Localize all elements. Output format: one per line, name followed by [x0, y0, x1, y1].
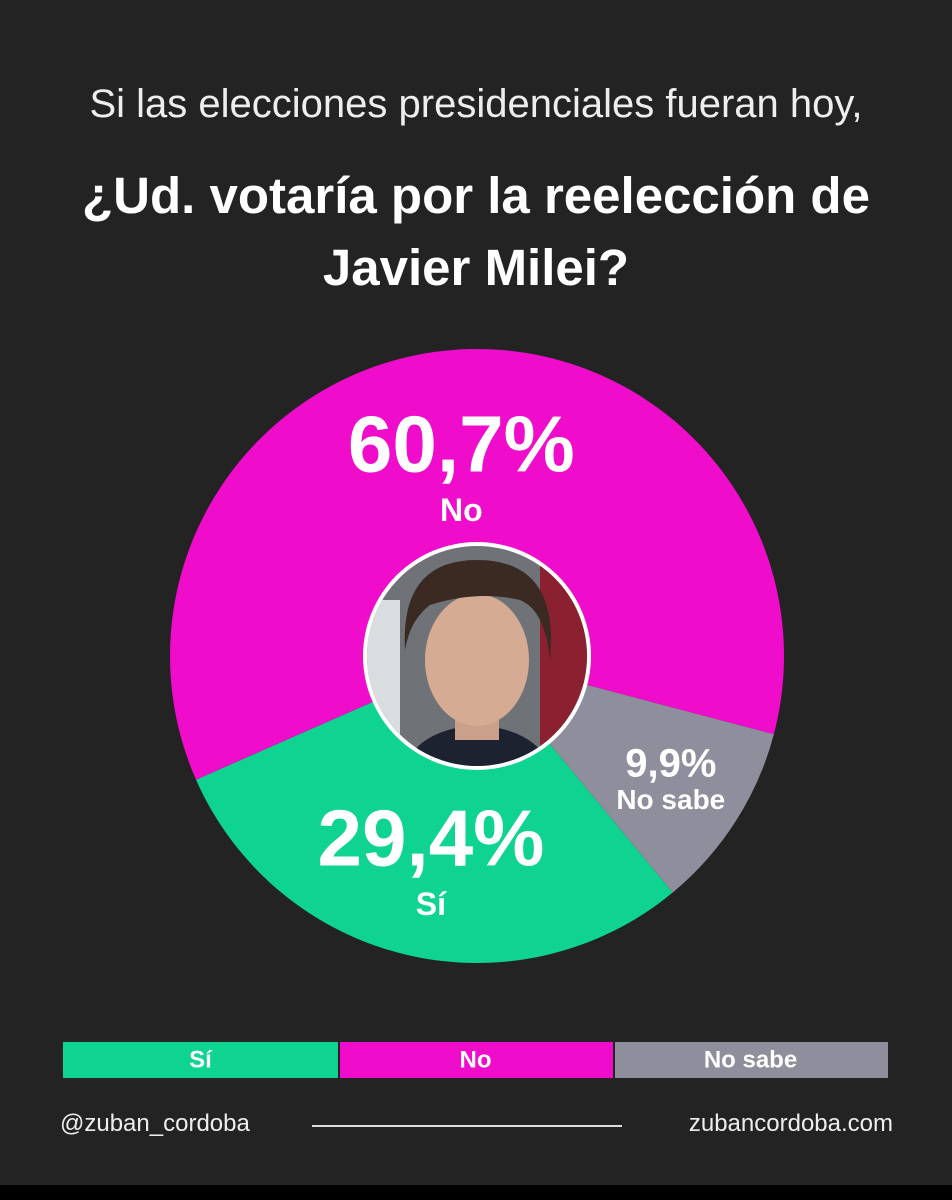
legend-swatch: [615, 1042, 888, 1078]
bottom-bar: [0, 1185, 952, 1200]
subtitle: Si las elecciones presidenciales fueran …: [89, 82, 863, 126]
value-label: 29,4%: [318, 794, 545, 883]
legend-label: Sí: [189, 1046, 213, 1073]
legend-label: No sabe: [704, 1046, 797, 1073]
footer-website: zubancordoba.com: [688, 1110, 893, 1137]
value-label: 60,7%: [348, 400, 575, 489]
value-label: 9,9%: [625, 741, 716, 785]
title: ¿Ud. votaría por la reelección de Javier…: [82, 167, 870, 296]
legend-swatch: [340, 1042, 613, 1078]
legend-swatch: [63, 1042, 338, 1078]
slice-label: Sí: [416, 886, 447, 922]
footer-handle: @zuban_cordoba: [60, 1110, 250, 1137]
slice-label: No sabe: [616, 784, 725, 815]
legend: Sí No No sabe: [63, 1042, 888, 1078]
legend-label: No: [460, 1046, 492, 1073]
slice: [196, 656, 673, 963]
slice-label: No: [440, 492, 483, 528]
